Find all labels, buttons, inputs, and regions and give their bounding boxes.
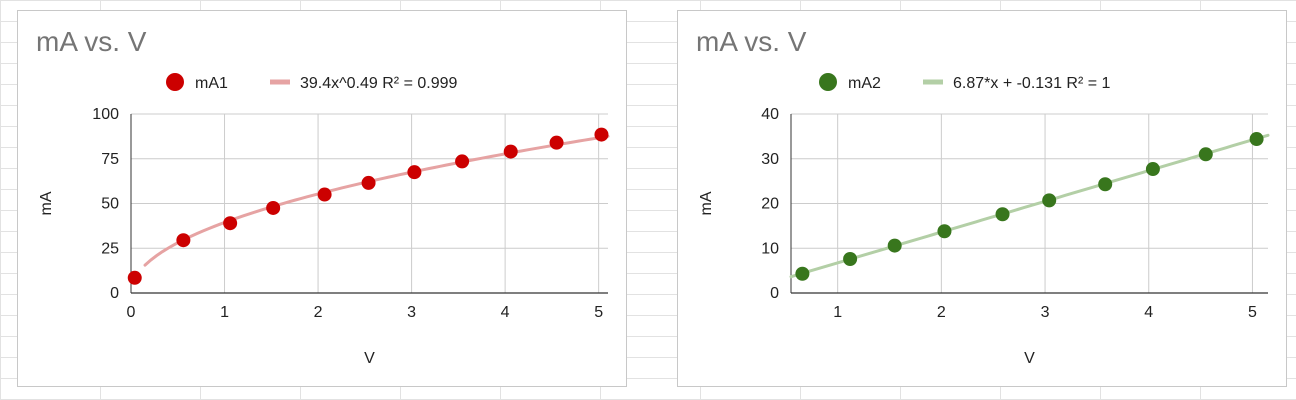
data-point: [549, 135, 564, 150]
y-tick-label: 30: [761, 151, 779, 168]
y-tick-label: 20: [761, 196, 779, 213]
x-tick-label: 0: [127, 304, 136, 321]
y-tick-label: 25: [101, 240, 119, 257]
chart-title: mA vs. V: [696, 26, 807, 57]
chart-title: mA vs. V: [36, 26, 147, 57]
data-point: [1042, 193, 1057, 208]
plot-area: 0 10 20 30 40 1 2 3 4 5 VmA mA2 6.87*x + -0.131 R² =…: [698, 73, 1270, 367]
data-point: [266, 200, 281, 215]
y-tick-label: 10: [761, 240, 779, 257]
legend-label-trendline: 39.4x^0.49 R² = 0.999: [300, 75, 457, 92]
trendline: [143, 134, 610, 267]
y-tick-label: 0: [770, 285, 779, 302]
data-point: [795, 266, 810, 281]
data-point: [455, 154, 470, 169]
data-point: [887, 238, 902, 253]
x-tick-label: 3: [1041, 304, 1050, 321]
legend-marker-ma2: [819, 73, 837, 91]
y-tick-label: 0: [110, 285, 119, 302]
y-axis-title: mA: [38, 191, 55, 215]
y-tick-label: 75: [101, 151, 119, 168]
data-point: [223, 216, 238, 231]
x-tick-label: 1: [220, 304, 229, 321]
data-point: [176, 233, 191, 248]
data-point: [1198, 147, 1213, 162]
data-point: [127, 270, 142, 285]
x-tick-label: 3: [407, 304, 416, 321]
data-point: [503, 144, 518, 159]
legend-label-series: mA2: [848, 75, 881, 92]
x-tick-label: 2: [314, 304, 323, 321]
data-point: [594, 127, 609, 142]
data-point: [361, 175, 376, 190]
y-tick-label: 100: [92, 106, 119, 123]
x-tick-label: 5: [594, 304, 603, 321]
data-point: [407, 165, 422, 180]
data-point: [995, 207, 1010, 222]
x-axis-title: V: [364, 350, 375, 367]
x-tick-label: 5: [1248, 304, 1257, 321]
data-point: [1249, 132, 1264, 147]
data-point: [1145, 162, 1160, 177]
x-tick-label: 2: [937, 304, 946, 321]
legend-label-trendline: 6.87*x + -0.131 R² = 1: [953, 75, 1111, 92]
data-point: [317, 187, 332, 202]
data-point: [937, 224, 952, 239]
x-tick-label: 1: [833, 304, 842, 321]
y-tick-label: 40: [761, 106, 779, 123]
y-axis-title: mA: [698, 191, 715, 215]
legend-marker-ma1: [166, 73, 184, 91]
legend-label-series: mA1: [195, 75, 228, 92]
trendline: [789, 133, 1270, 279]
x-axis-title: V: [1024, 350, 1035, 367]
x-tick-label: 4: [501, 304, 510, 321]
x-tick-label: 4: [1144, 304, 1153, 321]
data-point: [1098, 177, 1113, 192]
plot-area: 0 25 50 75 100 0 1 2 3 4 5 VmA mA1 39.4x^0.49 R² = 0.…: [38, 73, 610, 367]
data-point: [843, 251, 858, 266]
y-tick-label: 50: [101, 196, 119, 213]
